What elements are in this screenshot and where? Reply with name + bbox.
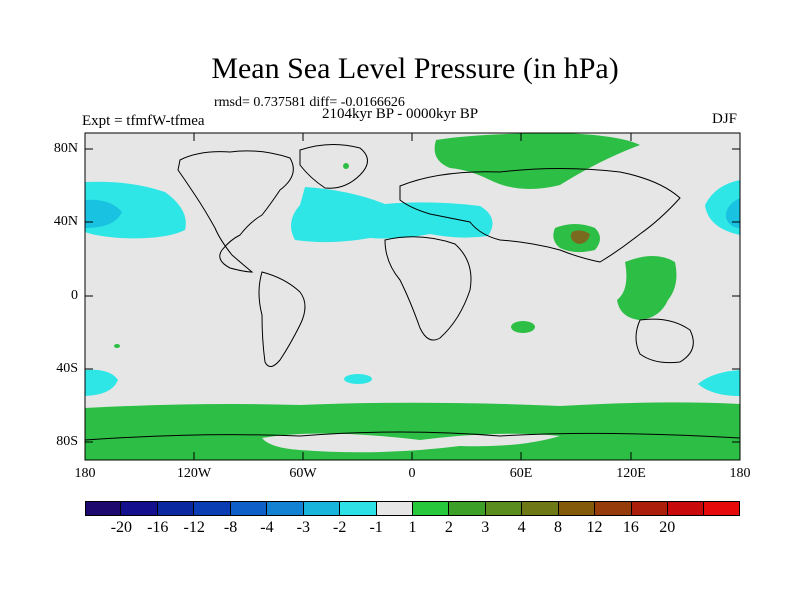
- colorbar-label-12: 8: [554, 519, 563, 536]
- colorbar-swatch-6: [303, 501, 341, 516]
- lon-label-120w: 120W: [176, 466, 212, 481]
- colorbar-swatch-7: [340, 501, 377, 516]
- axis-ticks: [85, 133, 740, 460]
- colorbar-swatch-17: [704, 501, 740, 516]
- colorbar-label-11: 4: [517, 519, 526, 536]
- colorbar-label-13: 12: [586, 519, 603, 536]
- chart-title: Mean Sea Level Pressure (in hPa): [211, 52, 619, 85]
- north-pacific-west-core: [725, 198, 740, 228]
- period-text: 2104kyr BP - 0000kyr BP: [322, 106, 479, 122]
- colorbar-swatch-13: [558, 501, 596, 516]
- lat-label-0: 0: [71, 288, 78, 303]
- lon-label-120e: 120E: [616, 466, 646, 481]
- colorbar-swatch-16: [668, 501, 705, 516]
- greenland-green-spot: [343, 163, 349, 169]
- season-label: DJF: [712, 111, 738, 127]
- colorbar-swatch-3: [194, 501, 231, 516]
- south-pacific-west-cyan: [698, 370, 740, 396]
- north-pacific-east-core: [85, 199, 122, 228]
- antarctica-outline: [84, 431, 741, 441]
- colorbar-swatch-11: [485, 501, 523, 516]
- lon-label-180-left: 180: [74, 466, 96, 481]
- colorbar-swatch-14: [595, 501, 632, 516]
- greenland-outline: [299, 144, 368, 189]
- colorbar-swatch-15: [631, 501, 668, 516]
- colorbar-swatch-0: [85, 501, 122, 516]
- colorbar-label-5: -3: [296, 519, 310, 536]
- colorbar-label-6: -2: [333, 519, 347, 536]
- lon-label-0: 0: [408, 466, 416, 481]
- lon-label-60w: 60W: [289, 466, 317, 481]
- colorbar-swatch-4: [230, 501, 268, 516]
- south-america-outline: [258, 271, 306, 367]
- colorbar-swatch-1: [121, 501, 158, 516]
- arctic-siberia-green: [434, 133, 640, 189]
- stats-text: rmsd= 0.737581 diff= -0.0166626: [214, 95, 405, 110]
- colorbar-label-3: -8: [223, 519, 238, 536]
- eurasia-outline: [399, 168, 681, 263]
- colorbar-label-10: 3: [481, 519, 490, 536]
- colorbar-label-1: -16: [147, 519, 169, 536]
- colorbar: [85, 501, 740, 516]
- lon-label-60e: 60E: [509, 466, 533, 481]
- colorbar-swatch-12: [522, 501, 559, 516]
- colorbar-label-2: -12: [183, 519, 205, 536]
- colorbar-label-0: -20: [110, 519, 133, 536]
- colorbar-swatch-9: [412, 501, 450, 516]
- lat-label-40s: 40S: [56, 361, 78, 376]
- colorbar-swatch-8: [376, 501, 413, 516]
- lat-label-80n: 80N: [53, 141, 78, 156]
- south-pacific-east-cyan: [85, 369, 118, 396]
- continent-outlines: [84, 144, 741, 441]
- negative-anomaly-areas: [85, 180, 740, 396]
- antarctic-green-band: [85, 402, 740, 460]
- north-america-outline: [177, 150, 294, 273]
- south-atlantic-cyan: [344, 374, 372, 384]
- lat-label-40n: 40N: [53, 214, 78, 229]
- lon-label-180-right: 180: [729, 466, 751, 481]
- colorbar-label-7: -1: [369, 519, 383, 536]
- north-atlantic-mediterranean-cyan: [291, 187, 493, 243]
- colorbar-swatch-5: [267, 501, 304, 516]
- indian-ocean-green: [511, 321, 535, 333]
- antarctic-gap: [262, 433, 560, 453]
- australia-outline: [635, 318, 694, 364]
- africa-outline: [384, 236, 472, 341]
- colorbar-swatch-10: [449, 501, 486, 516]
- experiment-label: Expt = tfmfW-tfmea: [82, 113, 205, 129]
- lat-label-80s: 80S: [56, 434, 78, 449]
- tibet-brown-core: [570, 230, 590, 244]
- colorbar-label-9: 2: [444, 519, 453, 536]
- north-pacific-east-cyan: [85, 181, 186, 239]
- colorbar-swatch-2: [157, 501, 195, 516]
- colorbar-label-15: 20: [659, 519, 676, 536]
- pacific-green-spot: [114, 344, 120, 348]
- west-pacific-green: [617, 256, 677, 320]
- colorbar-label-8: 1: [408, 519, 417, 536]
- colorbar-label-14: 16: [622, 519, 639, 536]
- colorbar-label-4: -4: [260, 519, 274, 536]
